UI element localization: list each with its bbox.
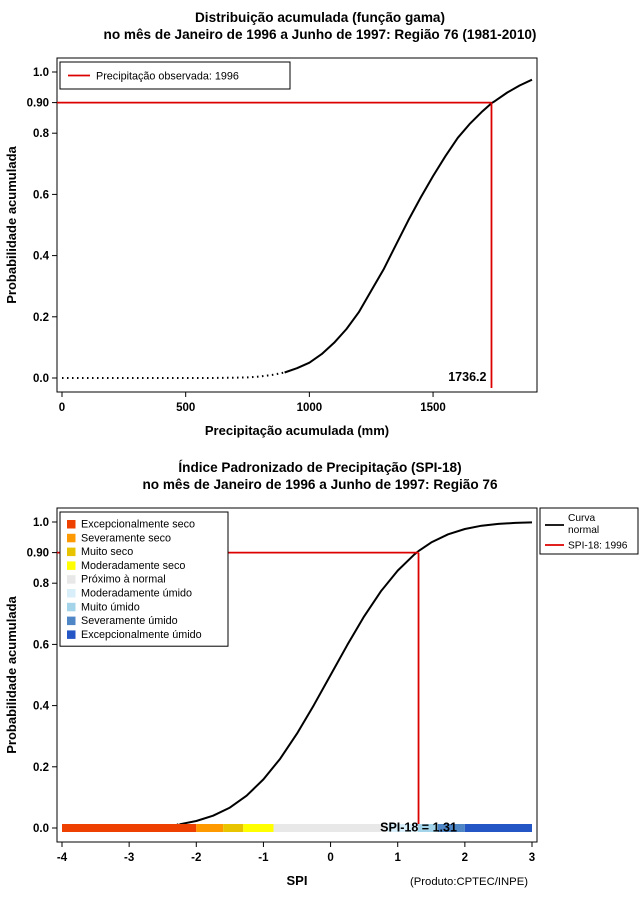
x-axis-label: SPI [287, 873, 308, 888]
cdf-curve [179, 521, 533, 826]
legend-swatch [67, 630, 76, 639]
x-tick-label: -3 [124, 852, 134, 864]
legend-label: Muito seco [81, 546, 133, 558]
legend-swatch [67, 533, 76, 543]
legend-label: Muito úmido [81, 601, 140, 613]
legend-swatch [67, 520, 76, 529]
gamma-cdf-chart: 0 500 1000 1500 0.0 0.2 0.4 0.6 0.8 1.0 0.90 1736.2… [4, 57, 538, 438]
chart-subtitle: no mês de Janeiro de 1996 a Junho de 199… [103, 27, 537, 42]
spi-cdf-block: Índice Padronizado de Precipitação (SPI-… [0, 450, 640, 900]
chart-title: Distribuição acumulada (função gama) [194, 10, 446, 25]
y-tick-label: 1.0 [33, 67, 49, 79]
category-band-segment [438, 824, 465, 832]
plot-box [56, 507, 538, 843]
x-tick-label: 1 [395, 852, 402, 864]
x-tick-label: 500 [176, 402, 195, 414]
legend-label: Moderadamente úmido [81, 588, 192, 600]
gamma-cdf-block: Distribuição acumulada (função gama) no … [0, 9, 640, 438]
legend-label: Moderadamente seco [81, 560, 185, 572]
y-axis-label: Probabilidade acumulada [4, 595, 19, 753]
spi-annotation: SPI-18 = 1.31 [380, 821, 457, 835]
chart-title: Índice Padronizado de Precipitação (SPI-… [178, 460, 462, 475]
legend-label: Severamente úmido [81, 615, 178, 627]
spi-chart-titles: Índice Padronizado de Precipitação (SPI-… [0, 459, 640, 493]
legend-label: Próximo à normal [81, 574, 166, 586]
category-band-segment [196, 824, 224, 832]
y-axis-label: Probabilidade acumulada [4, 145, 19, 303]
legend-swatch [67, 547, 76, 557]
x-tick-label: -1 [258, 852, 269, 864]
y-tick-label: 0.4 [33, 251, 50, 263]
plot-box [56, 57, 538, 393]
legend-label: Precipitação observada: 1996 [96, 71, 239, 83]
y-tick-label: 0.2 [33, 762, 49, 774]
category-band-segment [243, 824, 274, 832]
y-tick-label: 0.8 [33, 578, 50, 590]
legend-label: Excepcionalmente seco [81, 519, 195, 531]
y-tick-label: 0.2 [33, 312, 49, 324]
y-tick-label: 0.6 [33, 639, 49, 651]
crosshair-x-label: 1736.2 [448, 370, 486, 384]
legend-swatch [67, 575, 76, 584]
chart-subtitle: no mês de Janeiro de 1996 a Junho de 199… [142, 477, 498, 492]
category-band-segment [223, 824, 244, 832]
y-tick-label: 0.6 [33, 189, 49, 201]
category-band-segment [62, 824, 197, 832]
gamma-chart-titles: Distribuição acumulada (função gama) no … [0, 9, 640, 43]
y-tick-label: 1.0 [33, 517, 49, 529]
legend-label: normal [568, 525, 599, 536]
category-band-segment [417, 824, 438, 832]
y-tick-090-label: 0.90 [27, 98, 49, 110]
y-tick-label: 0.8 [33, 128, 50, 140]
legend-swatch [67, 561, 76, 570]
x-tick-label: 1000 [297, 402, 323, 414]
cdf-curve-flat [62, 371, 285, 379]
y-tick-label: 0.0 [33, 373, 49, 385]
legend-swatch [67, 602, 76, 612]
x-tick-label: -4 [57, 852, 68, 864]
y-tick-090-label: 0.90 [27, 548, 49, 560]
spi-cdf-chart: -4 -3 -2 -1 0 1 2 3 0.0 0.2 0.4 0.6 0.8 1.0 0.90 SPI-18… [4, 507, 639, 888]
legend-swatch [67, 616, 76, 626]
legend-label: Severamente seco [81, 532, 171, 544]
lines-legend-box [539, 507, 639, 555]
category-band-segment [464, 824, 532, 832]
x-tick-label: 3 [529, 852, 535, 864]
x-axis-label: Precipitação acumulada (mm) [205, 423, 389, 438]
legend-label: Curva [568, 513, 596, 524]
x-tick-label: 0 [59, 402, 65, 414]
x-tick-label: 1500 [420, 402, 446, 414]
x-tick-label: 0 [327, 852, 333, 864]
legend-swatch [67, 589, 76, 598]
legend-label: SPI-18: 1996 [568, 541, 628, 552]
y-tick-label: 0.4 [33, 701, 50, 713]
x-tick-label: 2 [462, 852, 468, 864]
categories-legend-box [59, 511, 229, 647]
x-tick-label: -2 [191, 852, 201, 864]
category-band-segment [387, 824, 418, 832]
category-band-segment [273, 824, 388, 832]
legend-box [59, 61, 291, 90]
product-note: (Produto:CPTEC/INPE) [409, 876, 529, 888]
y-tick-label: 0.0 [33, 823, 49, 835]
cdf-curve [284, 78, 533, 374]
legend-label: Excepcionalmente úmido [81, 629, 202, 641]
